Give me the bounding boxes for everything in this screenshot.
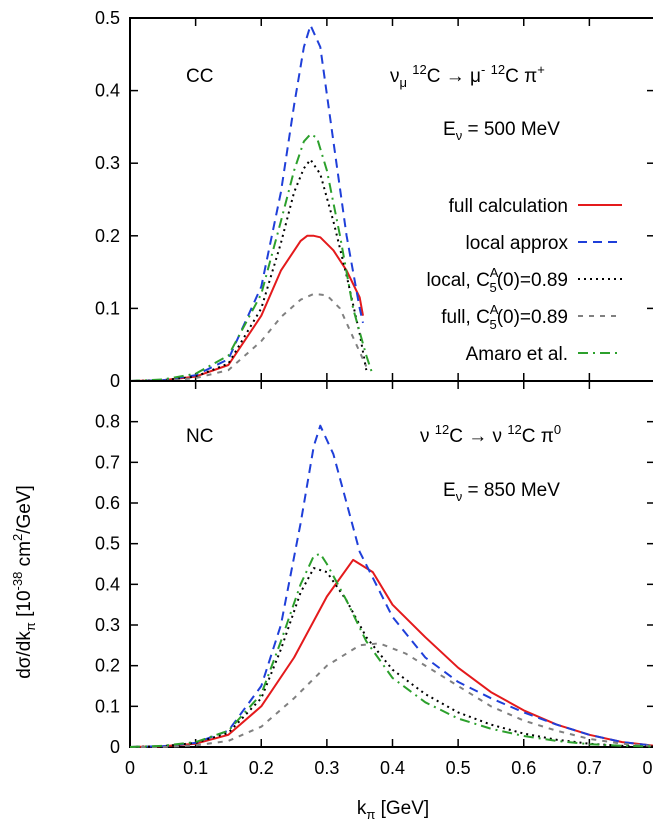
panel-nc-series: [129, 424, 653, 748]
legend-label: Amaro et al.: [466, 344, 568, 365]
panel-cc-energy: Eν = 500 MeV: [443, 119, 560, 143]
x-tick-label: 0.5: [446, 758, 471, 778]
x-tick-label: 0.6: [511, 758, 536, 778]
legend-label: local, CA 5(0)=0.89: [426, 265, 568, 295]
legend-label: full, CA 5(0)=0.89: [441, 302, 568, 332]
y-tick-label: 0.1: [95, 298, 120, 318]
series-line: [129, 558, 653, 748]
x-tick-label: 0.4: [380, 758, 405, 778]
y-tick-label: 0.3: [95, 153, 120, 173]
y-tick-label: 0.4: [95, 574, 120, 594]
legend-label: local approx: [466, 233, 569, 254]
x-tick-label: 0.8: [642, 758, 653, 778]
y-tick-label: 0.2: [95, 656, 120, 676]
y-tick-label: 0.3: [95, 615, 120, 635]
panel-cc-series: [129, 24, 374, 382]
y-tick-label: 0: [110, 737, 120, 757]
series-line: [129, 133, 374, 382]
series-line: [129, 567, 653, 748]
panel-nc-xticks: 0 0.1 0.2 0.3 0.4 0.5 0.6 0.7 0.8: [125, 381, 653, 778]
series-line: [130, 292, 368, 382]
x-axis-label: kπ [GeV]: [357, 798, 429, 822]
series-line: [129, 424, 653, 748]
y-tick-label: 0.4: [95, 81, 120, 101]
x-tick-label: 0: [125, 758, 135, 778]
x-tick-label: 0.3: [314, 758, 339, 778]
series-line: [129, 552, 653, 748]
panel-nc-tag: NC: [186, 426, 213, 447]
y-tick-label: 0.5: [95, 8, 120, 28]
panel-nc-yticks: 0 0.1 0.2 0.3 0.4 0.5 0.6 0.7 0.8: [95, 412, 653, 757]
panel-cc-yticks: 0 0.1 0.2 0.3 0.4 0.5: [95, 8, 653, 391]
y-tick-label: 0.2: [95, 226, 120, 246]
panel-cc-tag: CC: [186, 66, 213, 87]
panel-nc: 00.10.20.30.40.50.60.70.8 0 0.1 0.2 0.3 0.4 0…: [95, 380, 653, 778]
y-tick-label: 0.1: [95, 696, 120, 716]
y-tick-label: 0.5: [95, 534, 120, 554]
y-tick-label: 0.7: [95, 452, 120, 472]
panel-cc: 0 0.1 0.2 0.3 0.4 0.5 CC νμ 12C → μ- 12C π+ E…: [95, 8, 653, 391]
x-tick-label: 0.2: [249, 758, 274, 778]
y-tick-label: 0: [110, 371, 120, 391]
x-tick-label: 0.7: [577, 758, 602, 778]
y-tick-label: 0.8: [95, 412, 120, 432]
y-tick-label: 0.6: [95, 493, 120, 513]
y-axis-label: dσ/dkπ [10-38 cm2/GeV]: [10, 485, 38, 679]
legend: full calculation local approx local, CA 5(0…: [426, 196, 622, 365]
panel-nc-energy: Eν = 850 MeV: [443, 480, 560, 504]
panel-cc-reaction: νμ 12C → μ- 12C π+: [390, 62, 545, 90]
legend-label: full calculation: [449, 196, 568, 217]
x-tick-label: 0.1: [183, 758, 208, 778]
series-line: [130, 642, 653, 748]
panel-nc-reaction: ν 12C → ν 12C π0: [420, 422, 561, 447]
series-line: [129, 24, 364, 382]
series-line: [129, 234, 364, 382]
